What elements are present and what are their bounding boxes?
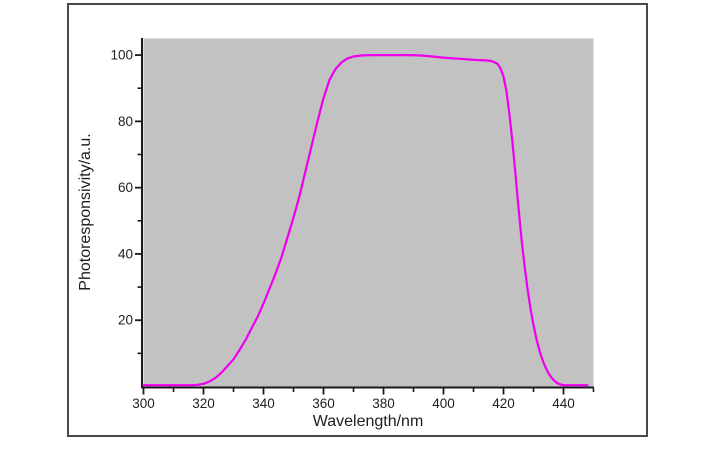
x-tick-label: 340 [252,396,275,411]
x-tick-label: 360 [312,396,335,411]
y-tick-label: 80 [118,114,133,129]
y-axis-title: Photoresponsivity/a.u. [77,133,94,291]
x-tick-label: 420 [492,396,515,411]
x-tick-label: 400 [432,396,455,411]
y-tick-label: 60 [118,180,133,195]
y-tick-label: 40 [118,246,133,261]
x-tick-label: 300 [132,396,155,411]
photoresponsivity-curve [142,53,589,387]
y-tick-label: 100 [110,48,133,63]
x-tick-label: 320 [192,396,215,411]
x-axis-title: Wavelength/nm [312,413,424,430]
x-tick-label: 440 [552,396,575,411]
x-tick-label: 380 [372,396,395,411]
plot-area [143,38,594,387]
y-tick-label: 20 [118,313,133,328]
